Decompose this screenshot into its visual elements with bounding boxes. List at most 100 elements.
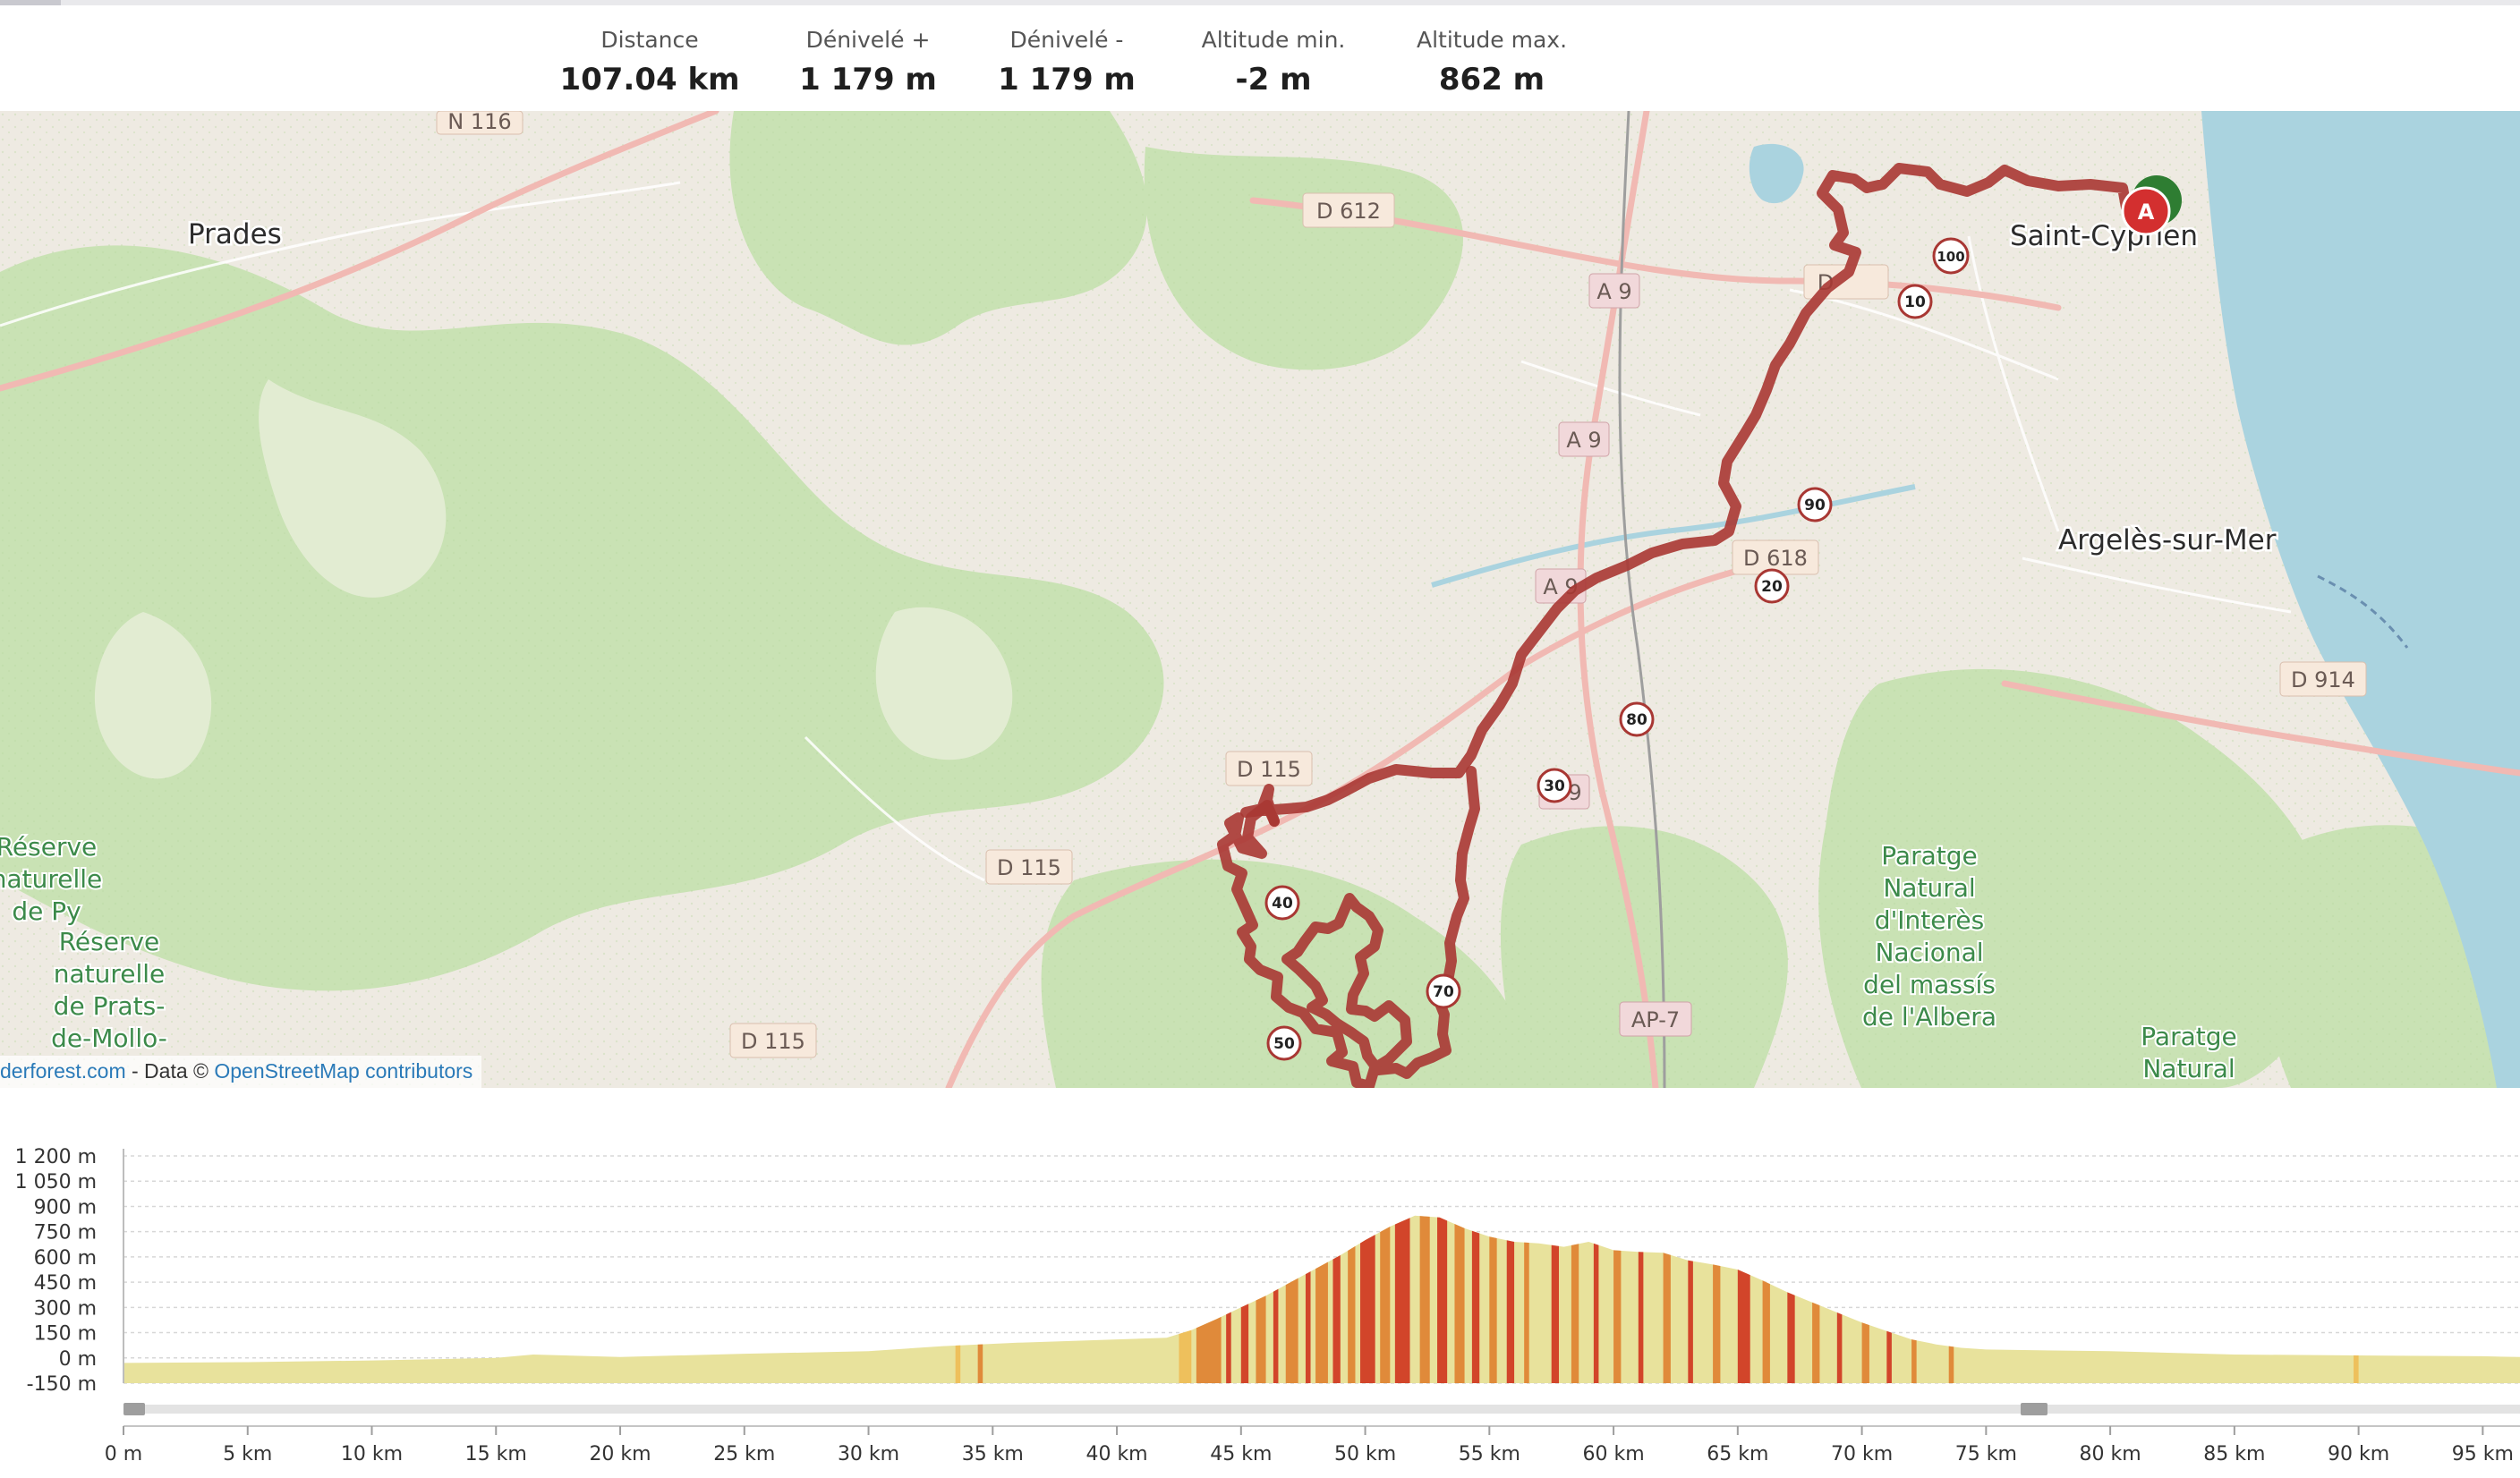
range-scrollbar[interactable] xyxy=(123,1403,2520,1415)
y-tick-label: 300 m xyxy=(34,1297,97,1320)
stat-distance: Distance 107.04 km xyxy=(559,27,739,98)
river xyxy=(1431,484,1916,588)
km-marker[interactable]: 80 xyxy=(1619,701,1655,737)
y-tick-label: 900 m xyxy=(34,1196,97,1219)
road-label: D 115 xyxy=(1237,757,1301,782)
km-marker[interactable]: 100 xyxy=(1932,237,1970,275)
svg-text:de Prats-: de Prats- xyxy=(54,991,166,1021)
route-path-loop[interactable] xyxy=(1217,766,1480,1088)
gradient-band xyxy=(1454,1215,1465,1383)
gradient-band xyxy=(1348,1215,1356,1383)
stat-value: 107.04 km xyxy=(559,62,740,98)
km-marker[interactable]: 50 xyxy=(1266,1025,1302,1061)
svg-text:de Py: de Py xyxy=(12,896,81,926)
y-tick-label: 750 m xyxy=(34,1222,97,1244)
gradient-band xyxy=(1911,1215,1917,1383)
stats-bar: Distance 107.04 km Dénivelé + 1 179 m Dé… xyxy=(0,0,2520,111)
gradient-band xyxy=(1437,1215,1448,1383)
gradient-band xyxy=(1226,1215,1231,1383)
road-shield: A 9 xyxy=(1558,421,1610,457)
gradient-band xyxy=(1713,1215,1721,1383)
gradient-band xyxy=(2354,1215,2359,1383)
stat-value: 1 179 m xyxy=(799,62,937,98)
gradient-band xyxy=(1812,1215,1820,1383)
svg-text:Réserve: Réserve xyxy=(0,832,97,862)
gradient-band xyxy=(1256,1215,1266,1383)
svg-text:de l'Albera: de l'Albera xyxy=(1862,1002,1996,1032)
km-marker[interactable]: 40 xyxy=(1264,885,1300,921)
reserve-label: Réserve naturelle de Py xyxy=(0,830,104,928)
y-tick-label: 0 m xyxy=(59,1348,97,1371)
scrollbar-track[interactable] xyxy=(123,1405,2520,1414)
town-label: Saint-Cyprien xyxy=(2010,220,2198,252)
svg-text:naturelle: naturelle xyxy=(0,864,102,894)
road-shield: D 612 xyxy=(1302,192,1395,228)
reserve-label: Paratge Natural d'Interès Nacional del m… xyxy=(1860,839,1998,1033)
reserve-label: Paratge Natural xyxy=(2139,1020,2238,1085)
gradient-band xyxy=(1179,1215,1192,1383)
stat-label: Altitude min. xyxy=(1201,27,1346,53)
gradient-band xyxy=(955,1215,961,1383)
gradient-band xyxy=(1471,1215,1480,1383)
route-path-north[interactable] xyxy=(1240,163,2151,827)
gradient-band xyxy=(1240,1215,1249,1383)
map-canvas[interactable]: N 116 D 612 A 9 A 9 A 9 A 9 D 115 D 115 … xyxy=(0,111,2520,1088)
gradient-band xyxy=(1762,1215,1770,1383)
gradient-band xyxy=(1886,1215,1892,1383)
road-shield: D 115 xyxy=(729,1023,817,1058)
x-tick-label: 80 km xyxy=(2080,1443,2141,1465)
road-label: N 116 xyxy=(447,111,511,134)
y-tick-label: 150 m xyxy=(34,1323,97,1346)
gradient-band xyxy=(1360,1215,1375,1383)
x-tick-label: 75 km xyxy=(1955,1443,2017,1465)
x-tick-label: 25 km xyxy=(713,1443,775,1465)
gradient-band xyxy=(1273,1215,1279,1383)
start-marker[interactable]: A xyxy=(2121,186,2171,236)
gradient-band xyxy=(1305,1215,1311,1383)
x-tick-label: 50 km xyxy=(1334,1443,1396,1465)
stat-label: Dénivelé + xyxy=(805,27,931,53)
road-label: D 115 xyxy=(997,855,1061,880)
road-shield: D 914 xyxy=(2279,661,2367,697)
x-tick-label: 10 km xyxy=(341,1443,403,1465)
stat-label: Dénivelé - xyxy=(1009,27,1124,53)
x-tick-label: 85 km xyxy=(2203,1443,2265,1465)
road-shield: D 618 xyxy=(1732,539,1819,575)
km-marker[interactable]: 10 xyxy=(1897,284,1933,319)
x-tick-label: 35 km xyxy=(962,1443,1024,1465)
gradient-band xyxy=(1506,1215,1515,1383)
svg-text:naturelle: naturelle xyxy=(54,959,166,989)
road-shield: AP-7 xyxy=(1619,1001,1692,1037)
panel-handle[interactable] xyxy=(0,0,61,5)
road-label: A 9 xyxy=(1566,428,1601,453)
scrollbar-handle-left[interactable] xyxy=(123,1403,145,1415)
attribution-site[interactable]: derforest.com xyxy=(0,1059,126,1083)
gradient-band xyxy=(1380,1215,1391,1383)
reserve-label: Réserve naturelle de Prats- de-Mollo- xyxy=(49,925,169,1055)
svg-text:70: 70 xyxy=(1433,983,1454,1001)
gradient-band xyxy=(1285,1215,1298,1383)
svg-text:d'Interès: d'Interès xyxy=(1875,905,1984,935)
elevation-profile[interactable]: 1 200 m 1 050 m 900 m 750 m 600 m 450 m 300 m 1… xyxy=(0,1088,2520,1478)
route-map[interactable]: N 116 D 612 A 9 A 9 A 9 A 9 D 115 D 115 … xyxy=(0,111,2520,1088)
km-marker[interactable]: 20 xyxy=(1754,568,1790,604)
gradient-band xyxy=(1332,1215,1341,1383)
osm-link[interactable]: OpenStreetMap contributors xyxy=(214,1059,473,1083)
y-tick-label: 1 050 m xyxy=(15,1171,97,1193)
km-marker[interactable]: 70 xyxy=(1426,973,1461,1009)
valleys xyxy=(94,379,1013,779)
scrollbar-handle-right[interactable] xyxy=(2021,1403,2048,1415)
gradient-band xyxy=(1419,1215,1430,1383)
stat-value: 862 m xyxy=(1438,62,1545,98)
km-marker[interactable]: 30 xyxy=(1537,768,1572,803)
gradient-band xyxy=(1663,1215,1671,1383)
road-label: D 115 xyxy=(741,1029,805,1054)
town-labels: Prades Saint-Cyprien Argelès-sur-Mer xyxy=(186,217,2279,559)
y-tick-label: 450 m xyxy=(34,1272,97,1295)
km-markers: 10 20 30 40 50 60 70 80 90 100 xyxy=(1264,237,1970,1061)
km-marker[interactable]: 90 xyxy=(1797,487,1833,522)
svg-text:del massís: del massís xyxy=(1863,970,1996,999)
x-tick-label: 55 km xyxy=(1459,1443,1520,1465)
stat-value: -2 m xyxy=(1235,62,1312,98)
